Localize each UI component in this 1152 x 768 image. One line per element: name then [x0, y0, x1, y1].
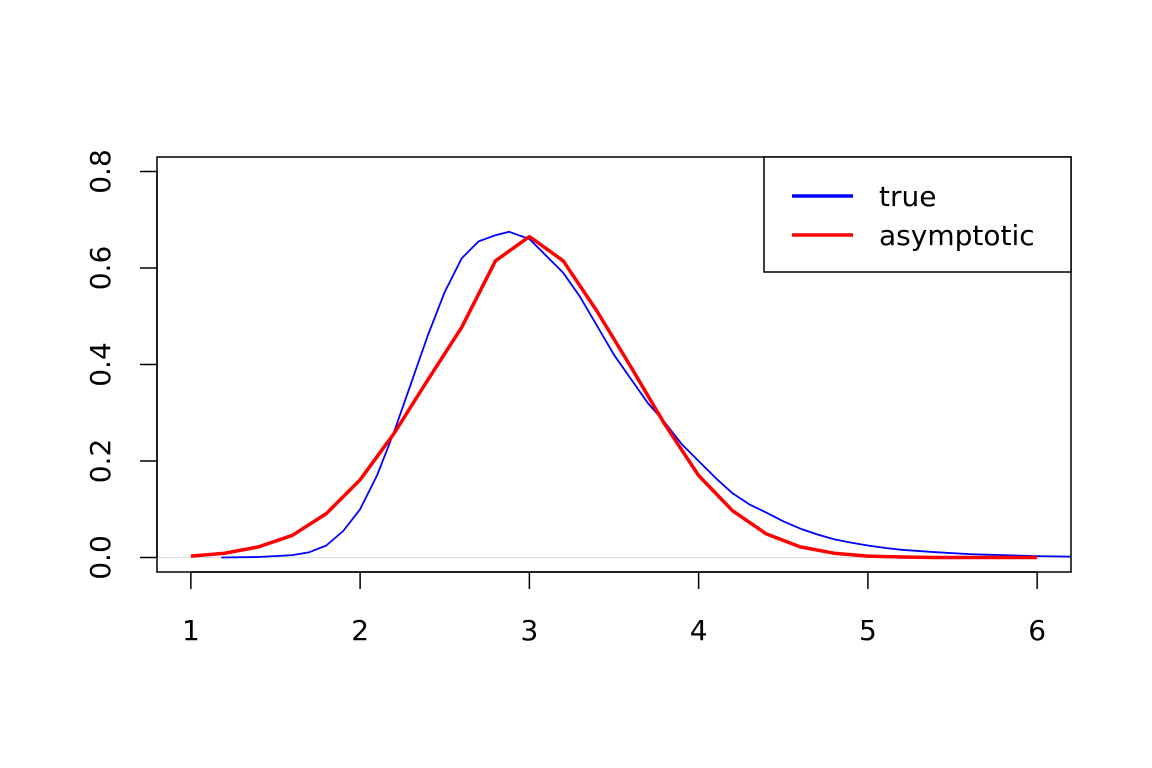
- x-tick-label: 4: [690, 614, 708, 647]
- y-tick-label: 0.6: [84, 246, 117, 291]
- y-tick-label: 0.0: [84, 535, 117, 580]
- series-line-true: [221, 230, 1071, 559]
- series-line-asymptotic: [190, 234, 1038, 560]
- series-layer: [190, 230, 1071, 560]
- x-tick-label: 3: [520, 614, 538, 647]
- x-axis: 1 2 3 4 5 6: [182, 571, 1046, 647]
- y-tick-label: 0.4: [84, 342, 117, 387]
- x-tick-label: 1: [182, 614, 200, 647]
- legend-label-true: true: [879, 180, 936, 213]
- y-axis: 0.0 0.2 0.4 0.6 0.8: [84, 149, 158, 580]
- x-tick-label: 2: [351, 614, 369, 647]
- legend-box: [763, 156, 1072, 273]
- legend-label-asymptotic: asymptotic: [879, 219, 1035, 252]
- legend: true asymptotic: [763, 156, 1072, 273]
- x-tick-label: 6: [1028, 614, 1046, 647]
- y-tick-label: 0.2: [84, 439, 117, 484]
- x-tick-label: 5: [859, 614, 877, 647]
- y-tick-label: 0.8: [84, 149, 117, 194]
